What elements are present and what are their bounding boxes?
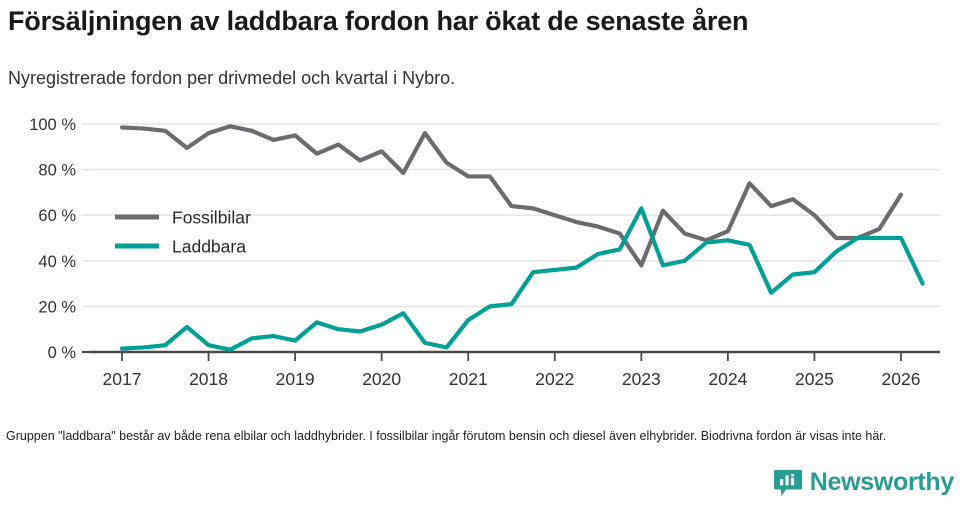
bar-chart-speech-bubble-icon xyxy=(773,469,802,497)
y-axis-tick-label: 60 % xyxy=(38,207,76,225)
chart-legend: Fossilbilar Laddbara xyxy=(115,208,251,257)
x-axis-tick-label: 2020 xyxy=(362,369,401,389)
x-axis-tick-label: 2022 xyxy=(535,369,574,389)
y-axis-tick-label: 100 % xyxy=(29,116,76,134)
x-axis-tick-label: 2019 xyxy=(276,369,315,389)
chart-footnote: Gruppen "laddbara" består av både rena e… xyxy=(6,429,887,443)
y-axis-tick-label: 40 % xyxy=(38,253,76,271)
chart-subtitle: Nyregistrerade fordon per drivmedel och … xyxy=(8,68,456,88)
x-axis-tick-label: 2025 xyxy=(795,369,834,389)
x-axis-tick-label: 2018 xyxy=(189,369,228,389)
page-title: Försäljningen av laddbara fordon har öka… xyxy=(8,6,749,36)
y-axis-labels-group: 0 % 20 % 40 % 60 % 80 % 100 % xyxy=(29,116,76,362)
legend-label-fossilbilar: Fossilbilar xyxy=(172,208,251,228)
x-axis-tick-label: 2023 xyxy=(622,369,661,389)
line-chart-svg: 0 % 20 % 40 % 60 % 80 % 100 % 2017 2018 2019 202… xyxy=(29,116,940,389)
legend-label-laddbara: Laddbara xyxy=(172,237,246,257)
data-series-group xyxy=(119,124,925,352)
y-axis-tick-label: 20 % xyxy=(38,298,76,316)
gridlines-group xyxy=(82,123,940,354)
y-axis-tick-label: 80 % xyxy=(38,162,76,180)
x-axis-group xyxy=(90,350,940,361)
x-axis-tick-label: 2026 xyxy=(882,369,921,389)
x-axis-tick-label: 2017 xyxy=(103,369,142,389)
y-axis-tick-label: 0 % xyxy=(48,344,77,362)
chart-plot-area: 0 % 20 % 40 % 60 % 80 % 100 % 2017 2018 2019 202… xyxy=(0,105,960,405)
x-axis-tick-label: 2024 xyxy=(708,369,747,389)
x-axis-tick-label: 2021 xyxy=(449,369,488,389)
x-axis-labels-group: 2017 2018 2019 2020 2021 2022 2023 2024 2025 2026 xyxy=(103,369,921,389)
brand-name-label: Newsworthy xyxy=(809,467,955,496)
series-line-laddbara xyxy=(119,206,925,352)
newsworthy-brand: Newsworthy xyxy=(773,467,954,497)
series-line-fossilbilar xyxy=(119,124,904,268)
